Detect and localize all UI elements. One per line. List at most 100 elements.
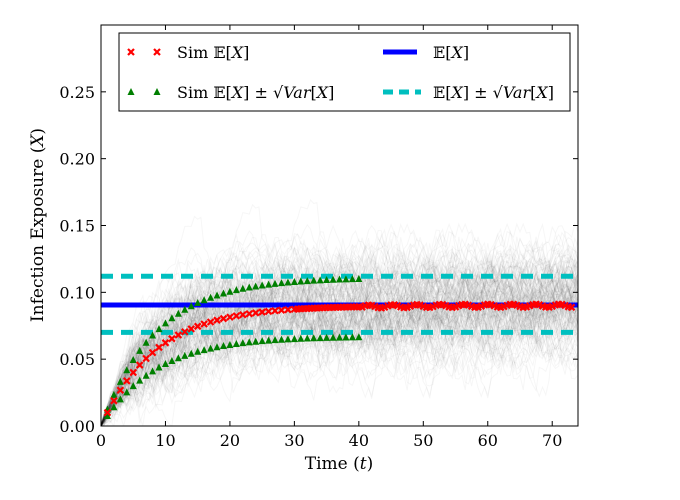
sim-std-marker [200, 346, 208, 354]
sim-mean-marker [123, 377, 131, 385]
sim-mean-marker [174, 331, 183, 339]
sim-std-marker [284, 278, 292, 286]
sim-std-marker [129, 356, 137, 364]
sim-std-marker [316, 334, 324, 342]
sim-std-marker [329, 275, 337, 283]
sim-std-marker [245, 283, 253, 291]
sim-std-marker [116, 377, 124, 385]
sim-std-marker [316, 276, 324, 284]
sim-mean-marker [161, 339, 170, 347]
legend-entry: Sim 𝔼[X] [127, 43, 249, 62]
sim-std-marker [310, 276, 318, 284]
sim-mean-marker [116, 386, 125, 395]
sim-std-marker [110, 403, 118, 411]
sim-std-marker [355, 333, 363, 341]
sim-mean-marker [155, 343, 163, 352]
sim-std-marker [348, 275, 356, 283]
sim-std-marker [207, 293, 215, 301]
sim-mean-marker [181, 327, 189, 336]
sim-std-marker [142, 371, 150, 379]
sim-std-marker [194, 299, 202, 307]
sim-mean-marker [239, 310, 247, 319]
sim-mean-marker [245, 309, 254, 318]
x-tick-label: 60 [478, 431, 498, 450]
legend-entry: 𝔼[X] [383, 43, 469, 62]
sim-mean-marker [148, 348, 157, 357]
sim-std-marker [348, 333, 356, 341]
sim-std-marker [181, 351, 189, 359]
sim-std-marker [336, 333, 343, 341]
sim-mean-marker [284, 305, 292, 314]
x-tick-label: 50 [413, 431, 433, 450]
sim-mean-marker [219, 314, 228, 323]
x-tick-label: 20 [220, 431, 240, 450]
sim-std-marker [355, 274, 363, 282]
sim-std-marker [213, 291, 221, 299]
sim-mean-marker [103, 408, 112, 417]
sim-std-marker [226, 340, 234, 348]
sim-std-marker [110, 390, 118, 398]
sim-std-marker [303, 334, 311, 342]
sim-mean-marker [226, 313, 234, 321]
legend-box [118, 32, 571, 112]
sim-mean-marker [567, 303, 576, 312]
sim-std-marker [142, 338, 150, 346]
y-axis-label: Infection Exposure (X) [28, 128, 48, 322]
sim-mean-marker [110, 397, 118, 405]
sim-std-marker [187, 349, 195, 357]
sim-std-marker [219, 289, 227, 297]
sim-mean-marker [264, 307, 273, 316]
sim-std-marker [303, 277, 311, 285]
y-tick-label: 0.05 [59, 350, 95, 369]
sim-mean-marker [258, 308, 266, 316]
sim-std-marker [226, 287, 234, 295]
sim-std-marker [239, 284, 247, 292]
sim-std-marker [194, 347, 202, 355]
x-axis-label: Time (t) [305, 454, 373, 474]
sim-mean-marker [271, 306, 279, 315]
sim-std-marker [297, 334, 305, 342]
sim-std-marker [207, 344, 215, 352]
sim-mean-marker [232, 312, 241, 320]
sim-std-marker [252, 337, 260, 345]
sim-std-marker [323, 333, 331, 341]
sim-mean-marker [213, 316, 221, 324]
sim-std-marker [252, 282, 260, 290]
x-tick-label: 30 [284, 431, 304, 450]
sim-mean-marker [168, 334, 176, 343]
sim-std-marker [123, 366, 131, 374]
sim-std-marker [258, 281, 266, 289]
sim-mean-marker [142, 354, 150, 363]
sim-std-marker [213, 343, 221, 351]
sim-std-marker [265, 280, 273, 288]
sim-std-marker [174, 309, 182, 317]
sim-mean-markers [103, 300, 576, 417]
sim-std-marker [123, 388, 131, 396]
sim-mean-marker [193, 322, 202, 331]
legend-label: Sim 𝔼[X] [177, 43, 249, 62]
sim-std-marker [149, 331, 157, 339]
sim-std-marker [187, 302, 195, 310]
sim-std-marker [155, 363, 163, 371]
sim-std-marker [149, 367, 157, 375]
legend-triangle-icon [127, 88, 135, 95]
sim-std-marker [271, 336, 279, 344]
sim-std-marker [245, 338, 253, 346]
sim-std-markers [103, 333, 363, 420]
sim-std-marker [277, 279, 285, 287]
legend-x-icon [127, 48, 135, 56]
sim-std-marker [329, 333, 337, 341]
sim-std-marker [219, 342, 227, 350]
sim-std-marker [290, 335, 298, 343]
legend: Sim 𝔼[X] 𝔼[X] Sim 𝔼[X] ± √Var[X] 𝔼[X] ± √Va… [118, 32, 571, 112]
legend-label: 𝔼[X] ± √Var[X] [433, 83, 554, 102]
sim-std-marker [232, 286, 240, 294]
sim-std-marker [103, 412, 111, 420]
sim-std-marker [181, 305, 189, 313]
sim-std-marker [277, 335, 285, 343]
sim-std-marker [310, 334, 318, 342]
sim-std-markers [103, 274, 363, 413]
sim-std-marker [232, 340, 240, 348]
sim-std-marker [174, 354, 182, 362]
